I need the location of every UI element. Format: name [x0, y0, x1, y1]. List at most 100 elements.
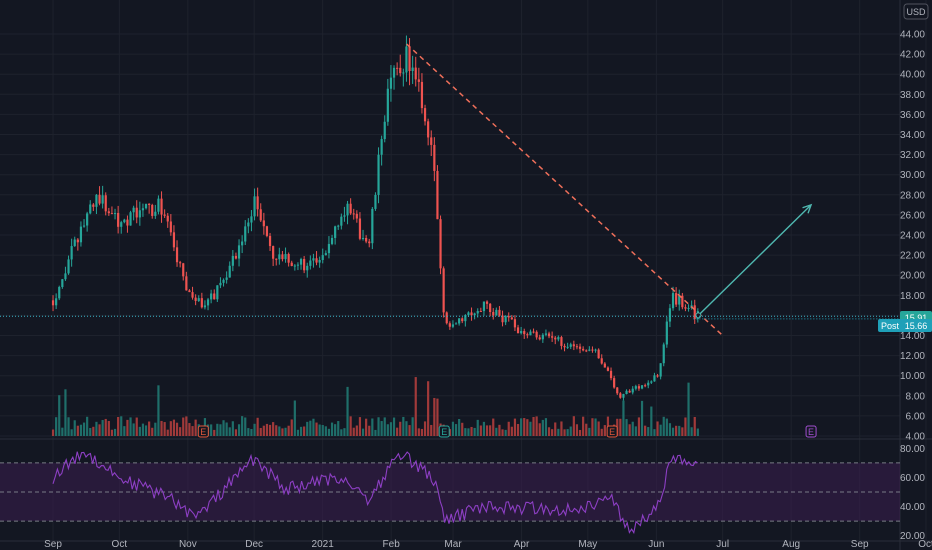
projection-arrow[interactable]: [697, 204, 812, 316]
volume-bar: [405, 421, 408, 436]
volume-bar: [662, 416, 665, 436]
volume-bar: [523, 418, 526, 436]
postmarket-value: 15.66: [905, 321, 928, 331]
candle-body: [399, 67, 402, 74]
candle-body: [585, 350, 588, 352]
candle-body: [179, 262, 182, 264]
volume-bar: [687, 382, 690, 436]
volume-bar: [563, 429, 566, 436]
price-tick-label: 30.00: [900, 170, 925, 181]
volume-bar: [637, 417, 641, 436]
candle-body: [76, 239, 79, 243]
time-axis[interactable]: Sep Oct Nov Dec 2021 Feb Mar Apr May Jun Jul Aug Sep…: [44, 539, 932, 550]
candle-body: [256, 196, 259, 210]
candle-body: [219, 282, 222, 286]
drawings-layer[interactable]: [0, 43, 900, 337]
time-tick-label: Apr: [514, 539, 530, 550]
candle-body: [625, 390, 628, 395]
volume-bar: [575, 424, 579, 436]
volume-bar: [414, 377, 417, 436]
volume-bar: [588, 427, 591, 436]
rsi-line: [52, 451, 698, 535]
volume-bar: [250, 429, 253, 436]
earnings-marker[interactable]: E: [805, 425, 817, 438]
volume-bar: [675, 425, 678, 436]
volume-bar: [361, 428, 365, 436]
volume-bar: [365, 418, 368, 436]
candle-body: [194, 297, 197, 301]
volume-bar: [495, 427, 498, 436]
candle-body: [631, 388, 634, 393]
candle-body: [467, 312, 470, 316]
candle-body: [659, 363, 662, 377]
candle-body: [423, 108, 427, 122]
candle-body: [296, 264, 300, 266]
volume-bar: [352, 427, 355, 436]
candle-body: [420, 81, 424, 109]
volume-bar: [315, 422, 318, 436]
candle-body: [265, 226, 269, 236]
volume-bar: [166, 429, 169, 436]
volume-bar: [98, 424, 101, 436]
candle-body: [247, 222, 250, 227]
candle-body: [371, 208, 374, 244]
volume-bar: [665, 418, 668, 436]
candle-body: [138, 210, 141, 218]
volume-bar: [185, 416, 188, 436]
volume-bar: [430, 424, 433, 436]
volume-bar: [290, 419, 293, 436]
candle-body: [253, 196, 256, 217]
volume-bar: [603, 425, 606, 436]
earnings-marker[interactable]: E: [197, 425, 209, 438]
candle-body: [569, 344, 572, 347]
earnings-marker[interactable]: E: [606, 425, 618, 438]
candle-body: [551, 336, 554, 338]
volume-bar: [259, 427, 262, 436]
candle-body: [575, 346, 579, 348]
price-axis[interactable]: 44.00 42.00 40.00 38.00 36.00 34.00 32.00 30.00…: [900, 30, 925, 543]
candle-body: [306, 265, 309, 271]
volume-bar: [76, 425, 79, 436]
volume-bar: [647, 427, 650, 436]
candle-body: [606, 367, 610, 371]
volume-bar: [690, 427, 693, 436]
time-tick-label: Sep: [851, 539, 869, 550]
volume-bar: [95, 421, 98, 436]
volume-bar: [467, 428, 470, 436]
candle-body: [148, 203, 151, 205]
volume-bar: [132, 423, 135, 436]
price-tick-label: 6.00: [906, 411, 926, 422]
time-tick-label: Sep: [44, 539, 62, 550]
time-tick-label: Jul: [716, 539, 729, 550]
candle-body: [144, 203, 148, 209]
volume-bar: [464, 428, 467, 436]
volume-bar: [123, 426, 126, 436]
currency-badge[interactable]: USD: [903, 3, 929, 20]
candle-body: [458, 318, 461, 324]
candle-body: [470, 312, 473, 316]
volume-bar: [513, 418, 517, 436]
candle-body: [188, 290, 191, 293]
arrow-head: [802, 203, 813, 214]
candle-body: [439, 219, 442, 269]
volume-bar: [392, 417, 396, 436]
volume-bar: [104, 418, 107, 436]
candle-body: [222, 279, 225, 283]
volume-bar: [526, 419, 529, 436]
price-tick-label: 14.00: [900, 331, 925, 342]
earnings-marker[interactable]: E: [438, 425, 450, 438]
candle-body: [337, 225, 340, 227]
candle-body: [485, 301, 489, 304]
candle-body: [510, 317, 513, 320]
price-tick-label: 20.00: [900, 271, 925, 282]
candle-body: [526, 334, 529, 336]
volume-bar: [330, 422, 334, 436]
candle-body: [268, 235, 272, 247]
time-tick-label: Dec: [245, 539, 263, 550]
candle-body: [436, 170, 439, 220]
candle-body: [340, 216, 343, 226]
candle-body: [520, 331, 523, 334]
